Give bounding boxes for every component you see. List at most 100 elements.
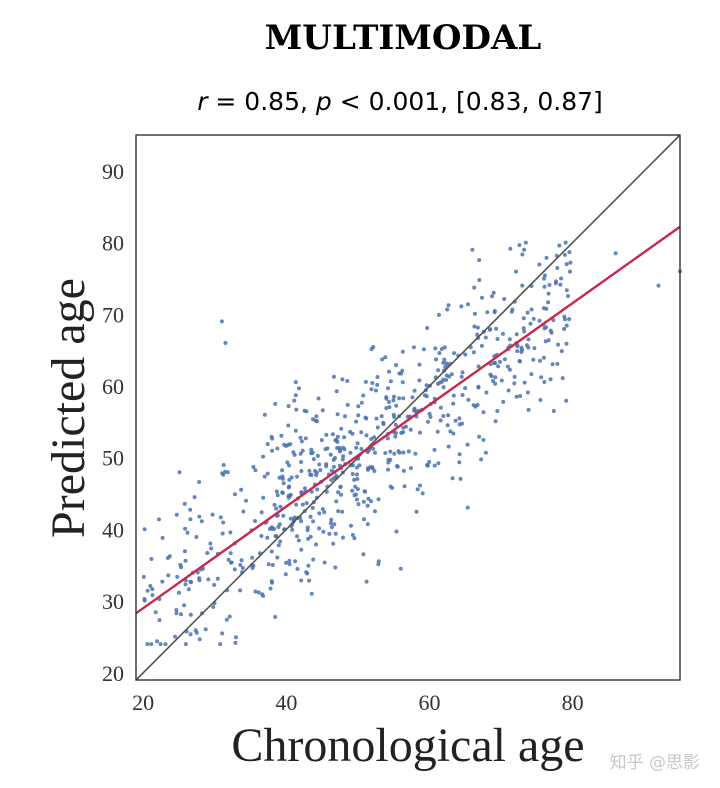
data-point — [544, 306, 549, 311]
data-point — [330, 432, 335, 437]
data-point — [472, 311, 477, 316]
data-point — [274, 506, 279, 511]
data-point — [174, 611, 179, 616]
data-point — [290, 527, 295, 532]
data-point — [515, 349, 520, 354]
data-point — [441, 414, 446, 418]
data-point — [299, 578, 304, 583]
data-point — [522, 380, 527, 385]
data-point — [514, 332, 519, 337]
data-point — [501, 331, 505, 336]
data-point — [274, 489, 279, 494]
data-point — [499, 378, 504, 383]
data-point — [451, 431, 456, 436]
data-point — [459, 304, 464, 309]
data-point — [203, 627, 208, 632]
data-point — [425, 326, 430, 330]
data-point — [434, 357, 438, 362]
data-point — [340, 509, 345, 514]
data-point — [193, 628, 198, 633]
data-point — [278, 539, 283, 544]
data-point — [288, 442, 293, 447]
data-point — [320, 408, 325, 413]
data-point — [262, 474, 267, 479]
data-point — [401, 468, 406, 473]
data-point — [458, 476, 463, 481]
y-tick-label: 50 — [102, 446, 124, 471]
data-point — [303, 436, 308, 441]
data-point — [209, 546, 214, 551]
data-point — [502, 297, 507, 301]
data-point — [269, 525, 274, 530]
data-point — [364, 433, 369, 438]
data-point — [477, 434, 482, 439]
data-point — [490, 294, 495, 299]
data-point — [391, 398, 396, 403]
data-point — [494, 326, 499, 331]
data-point — [457, 416, 462, 421]
data-point — [155, 639, 159, 644]
data-point — [448, 429, 453, 434]
data-point — [384, 396, 389, 401]
data-point — [392, 451, 397, 456]
data-point — [183, 558, 188, 563]
data-point — [388, 449, 393, 454]
data-point — [365, 522, 370, 527]
data-point — [394, 529, 399, 534]
data-point — [350, 472, 355, 476]
data-point — [145, 588, 150, 593]
y-tick-label: 20 — [102, 661, 124, 686]
data-point — [465, 505, 470, 510]
data-point — [406, 449, 411, 454]
data-point — [328, 521, 333, 526]
data-point — [182, 501, 187, 506]
data-point — [355, 487, 360, 492]
data-point — [328, 452, 333, 457]
data-point — [567, 250, 572, 255]
data-point — [518, 394, 523, 398]
y-tick-label: 60 — [102, 374, 124, 399]
data-point — [265, 442, 270, 447]
data-point — [241, 509, 246, 514]
x-tick-label: 60 — [418, 690, 440, 715]
data-point — [356, 404, 361, 409]
data-point — [157, 517, 161, 522]
data-point — [369, 387, 374, 392]
data-point — [251, 465, 256, 469]
data-point — [387, 405, 392, 410]
data-point — [391, 412, 396, 417]
data-point — [531, 357, 536, 362]
data-point — [250, 555, 255, 560]
data-point — [361, 552, 366, 557]
data-point — [261, 593, 266, 598]
data-point — [529, 372, 534, 377]
y-tick-label: 80 — [102, 231, 124, 256]
data-point — [484, 390, 489, 395]
data-point — [300, 502, 305, 507]
data-point — [375, 425, 380, 430]
data-point — [371, 345, 376, 349]
data-point — [356, 413, 361, 418]
y-tick-label: 30 — [102, 589, 124, 614]
data-point — [295, 566, 300, 571]
data-point — [438, 418, 443, 423]
data-point — [380, 357, 385, 362]
data-point — [453, 418, 458, 423]
data-point — [197, 514, 202, 519]
data-point — [495, 409, 500, 413]
y-ticks: 20 30 40 50 60 70 80 90 — [102, 159, 124, 686]
data-point — [233, 640, 238, 645]
data-point — [546, 300, 551, 305]
data-point — [287, 562, 292, 567]
data-point — [259, 510, 264, 515]
data-point — [542, 326, 547, 331]
data-point — [145, 642, 150, 647]
data-point — [362, 517, 366, 522]
data-point — [472, 285, 477, 290]
data-point — [221, 520, 226, 525]
data-point — [350, 533, 355, 537]
data-point — [546, 291, 551, 296]
data-point — [372, 435, 377, 440]
data-point — [432, 447, 437, 452]
